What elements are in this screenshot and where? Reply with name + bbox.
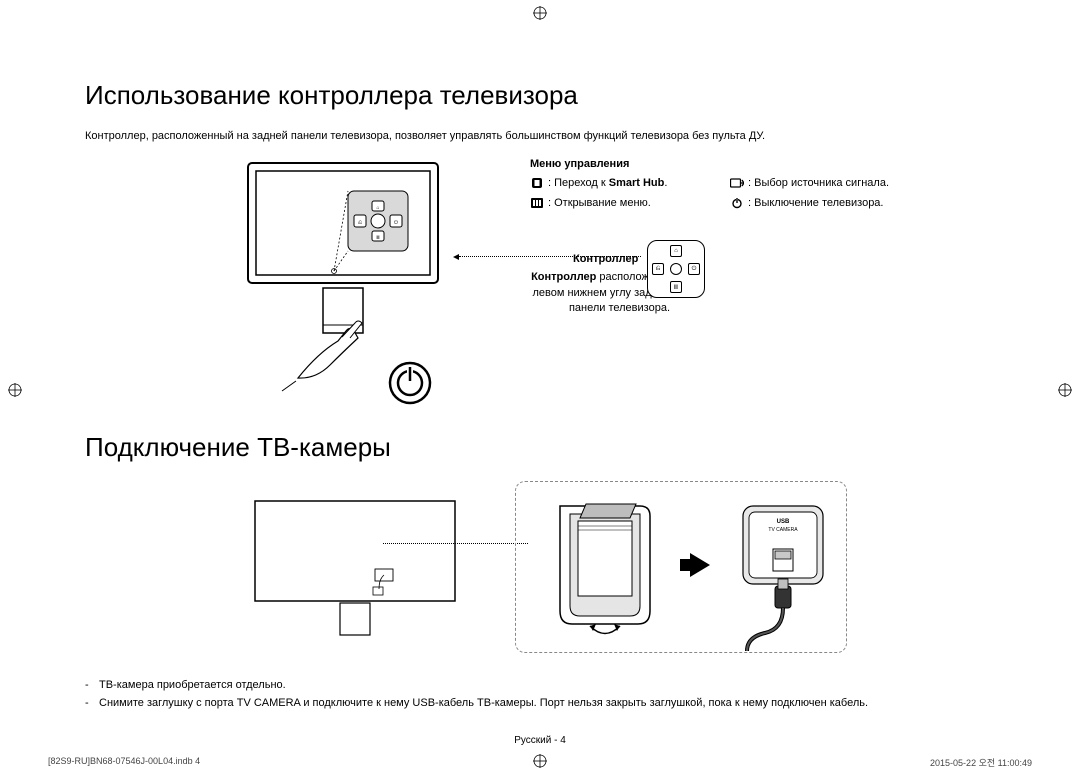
menu-icon [530,196,544,210]
menu-row: : Открывание меню. : Выключение телевизо… [530,196,960,210]
dpad-up-icon: ⌂ [670,245,682,257]
menu-item-openmenu: : Открывание меню. [530,196,730,210]
camera-slot-illustration [540,496,680,646]
note-item: -Снимите заглушку с порта TV CAMERA и по… [85,695,995,713]
footer-page-number: Русский - 4 [0,735,1080,746]
home-icon [530,176,544,190]
menu-text-bold: Smart Hub [609,177,665,189]
power-small-icon [730,196,744,210]
menu-text: : Переход к [548,177,609,189]
menu-item-smarthub: : Переход к Smart Hub. [530,176,730,190]
tv-rear-illustration [245,491,465,651]
callout-line [383,543,528,544]
section1-title: Использование контроллера телевизора [85,80,995,111]
menu-row: : Переход к Smart Hub. : Выбор источника… [530,176,960,190]
source-icon [730,176,744,190]
svg-text:⎌: ⎌ [358,220,362,226]
usb-port-illustration: USB TV CAMERA [735,501,835,651]
tv-illustration: ⌂ Ⅲ ⎌ ⏻ [238,153,468,393]
svg-text:⏻: ⏻ [394,220,398,226]
footer-filename: [82S9-RU]BN68-07546J-00L04.indb 4 [48,756,200,766]
usb-label-2: TV CAMERA [768,527,798,533]
power-icon [385,358,435,408]
menu-text: : Выбор источника сигнала. [748,177,889,189]
controller-box-illustration: ⌂ Ⅲ ⎌ ⏻ [647,240,705,298]
registration-mark-right [1058,383,1072,397]
registration-mark-bottom [533,754,547,768]
arrow-right-icon [690,553,710,577]
menu-item-source: : Выбор источника сигнала. [730,176,960,190]
dpad-left-icon: ⎌ [652,263,664,275]
note-text: Снимите заглушку с порта TV CAMERA и под… [99,697,868,709]
section1-intro: Контроллер, расположенный на задней пане… [85,129,995,144]
controller-diagram-block: ⌂ Ⅲ ⎌ ⏻ Меню управления [85,158,995,418]
page-content: Использование контроллера телевизора Кон… [85,80,995,713]
usb-label-1: USB [777,519,790,525]
footer-timestamp: 2015-05-22 오전 11:00:49 [930,756,1032,769]
registration-mark-left [8,383,22,397]
svg-text:Ⅲ: Ⅲ [376,235,379,241]
menu-item-poweroff: : Выключение телевизора. [730,196,960,210]
dpad-center-icon [670,263,682,275]
menu-title: Меню управления [530,158,629,170]
menu-text: : Выключение телевизора. [748,197,883,209]
menu-text: . [664,177,667,189]
svg-text:⌂: ⌂ [376,205,379,211]
menu-grid: : Переход к Smart Hub. : Выбор источника… [530,176,960,216]
controller-label: Контроллер [573,253,637,265]
controller-desc-bold: Контроллер [531,271,596,283]
note-item: -ТВ-камера приобретается отдельно. [85,677,995,695]
camera-diagram-block: USB TV CAMERA [85,481,995,671]
section2-title: Подключение ТВ-камеры [85,432,995,463]
notes-list: -ТВ-камера приобретается отдельно. -Сним… [85,677,995,712]
dpad-right-icon: ⏻ [688,263,700,275]
menu-text: : Открывание меню. [548,197,651,209]
dpad-down-icon: Ⅲ [670,281,682,293]
dotted-arrow [459,256,641,257]
controller-description: Контроллер расположен в левом нижнем угл… [510,270,670,316]
note-text: ТВ-камера приобретается отдельно. [99,679,286,691]
registration-mark-top [533,6,547,20]
